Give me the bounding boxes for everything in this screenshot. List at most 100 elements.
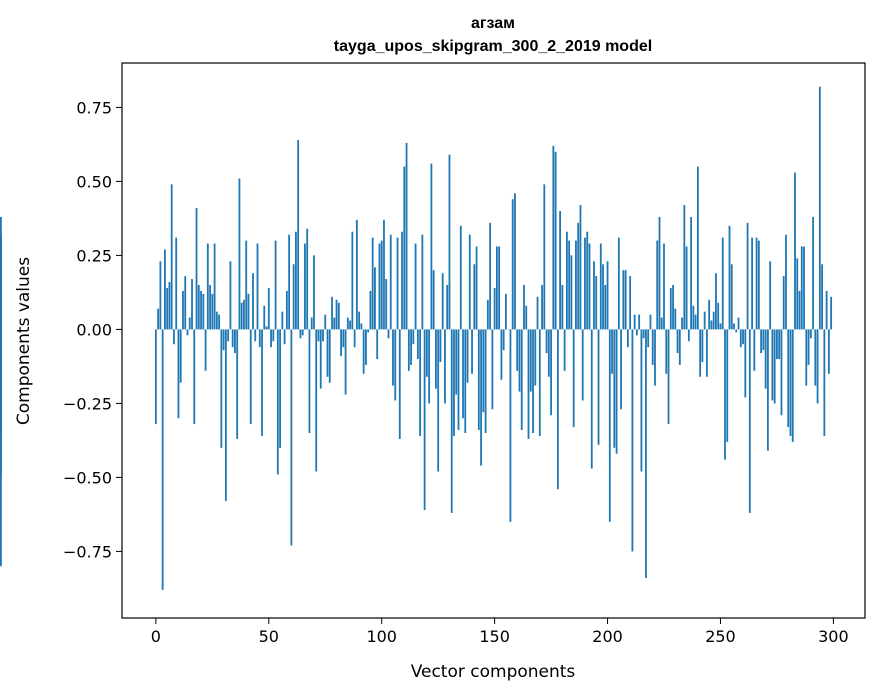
bar-6 [168, 282, 171, 330]
bar-93 [365, 329, 367, 365]
bar-173 [545, 329, 548, 354]
bar-216 [642, 329, 645, 339]
bar-191 [586, 231, 589, 330]
bar-155 [505, 293, 507, 330]
bar-146 [484, 329, 487, 433]
bar-249 [717, 302, 720, 330]
bar-258 [737, 317, 740, 330]
bar-187 [577, 222, 580, 330]
bar-82 [340, 329, 342, 357]
bar-201 [608, 329, 611, 522]
bar-25 [211, 293, 214, 330]
bar-123 [432, 270, 435, 330]
bar-278 [782, 276, 785, 330]
bar-253 [726, 329, 729, 442]
bar-254 [728, 225, 731, 330]
bar-80 [335, 299, 338, 330]
bar-46 [258, 329, 261, 348]
bar-250 [719, 323, 722, 330]
bar-166 [529, 329, 532, 392]
bar-207 [622, 270, 625, 330]
bar-55 [279, 329, 281, 448]
bar-263 [748, 329, 751, 513]
bar-144 [480, 329, 482, 466]
bar-158 [511, 199, 514, 330]
bar-284 [796, 258, 799, 330]
bar-196 [597, 329, 600, 445]
x-tick-label: 150 [479, 627, 510, 646]
bar-129 [446, 285, 449, 330]
bar-208 [624, 270, 627, 330]
bar-179 [559, 211, 562, 330]
bar-219 [649, 314, 652, 330]
bar-211 [631, 329, 634, 552]
bar-240 [696, 166, 699, 330]
bar-202 [611, 329, 613, 374]
y-axis-label: Components values [14, 257, 34, 425]
bar-270 [764, 329, 767, 389]
bar-39 [243, 299, 245, 330]
bar-84 [344, 329, 347, 395]
bar-180 [561, 285, 564, 330]
bar-10 [177, 329, 180, 419]
bar-136 [462, 329, 464, 419]
bar-47 [261, 329, 263, 436]
bar-66 [304, 243, 306, 330]
y-tick-label: 0.50 [76, 172, 112, 191]
bar-235 [685, 246, 688, 330]
bar-299 [830, 296, 833, 330]
bar-undefined [0, 329, 2, 416]
bar-294 [818, 86, 821, 330]
bar-190 [584, 237, 586, 330]
bar-271 [766, 329, 769, 451]
bar-264 [751, 237, 753, 330]
bar-182 [565, 231, 568, 330]
bar-289 [807, 329, 810, 365]
bar-183 [568, 240, 571, 330]
bar-245 [708, 299, 711, 330]
bar-210 [629, 276, 632, 330]
bar-4 [164, 249, 166, 330]
bar-undefined [0, 234, 2, 330]
bar-86 [349, 320, 351, 330]
bar-131 [450, 329, 453, 513]
bar-224 [660, 317, 663, 330]
bar-124 [435, 329, 437, 389]
chart-title: агзам [471, 15, 515, 32]
bar-21 [202, 293, 205, 330]
bar-109 [401, 231, 403, 330]
y-tick-label: −0.25 [63, 394, 112, 413]
bar-62 [294, 231, 297, 330]
bar-297 [825, 290, 828, 330]
bar-185 [572, 329, 575, 428]
bar-143 [477, 329, 480, 431]
bar-157 [509, 329, 512, 522]
bar-167 [532, 329, 534, 433]
bar-17 [193, 329, 196, 425]
bar-230 [674, 308, 677, 330]
bar-261 [744, 329, 747, 398]
bar-9 [175, 237, 178, 330]
bar-215 [640, 329, 643, 472]
bar-2 [159, 261, 162, 330]
bar-280 [787, 329, 790, 428]
bar-127 [441, 273, 444, 330]
bar-97 [374, 267, 376, 330]
bar-20 [200, 290, 202, 330]
bar-99 [378, 243, 381, 330]
bar-181 [563, 329, 566, 371]
bar-29 [220, 329, 223, 448]
bar-184 [570, 255, 573, 330]
bar-107 [396, 237, 399, 330]
bar-229 [672, 285, 674, 330]
bar-221 [654, 329, 656, 386]
bar-288 [805, 329, 808, 386]
bar-256 [733, 323, 735, 330]
bar-44 [254, 329, 257, 342]
bar-290 [809, 329, 812, 339]
bar-7 [170, 184, 173, 330]
bar-293 [816, 329, 819, 404]
bar-282 [791, 329, 794, 442]
bar-199 [604, 285, 607, 330]
y-axis-ticks: −0.75 −0.50 −0.25 0.00 0.25 0.50 0.75 [63, 98, 122, 561]
